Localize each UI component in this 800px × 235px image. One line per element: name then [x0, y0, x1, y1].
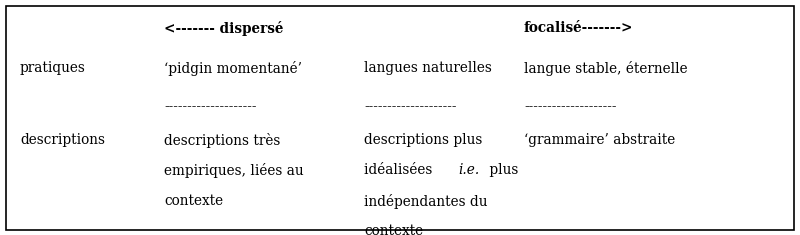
Text: --------------------: --------------------	[364, 100, 457, 114]
FancyBboxPatch shape	[6, 6, 794, 230]
Text: ‘pidgin momentané’: ‘pidgin momentané’	[164, 61, 302, 76]
Text: empiriques, liées au: empiriques, liées au	[164, 163, 304, 178]
Text: descriptions: descriptions	[20, 133, 105, 147]
Text: ‘grammaire’ abstraite: ‘grammaire’ abstraite	[524, 133, 675, 147]
Text: indépendantes du: indépendantes du	[364, 194, 487, 209]
Text: focalisé------->: focalisé------->	[524, 21, 634, 35]
Text: contexte: contexte	[364, 224, 423, 235]
Text: langue stable, éternelle: langue stable, éternelle	[524, 61, 688, 76]
Text: contexte: contexte	[164, 194, 223, 208]
Text: langues naturelles: langues naturelles	[364, 61, 492, 75]
Text: descriptions très: descriptions très	[164, 133, 280, 148]
Text: i.e.: i.e.	[458, 163, 479, 177]
Text: pratiques: pratiques	[20, 61, 86, 75]
Text: descriptions plus: descriptions plus	[364, 133, 482, 147]
Text: --------------------: --------------------	[164, 100, 257, 114]
Text: <------- dispersé: <------- dispersé	[164, 21, 283, 36]
Text: plus: plus	[486, 163, 518, 177]
Text: --------------------: --------------------	[524, 100, 617, 114]
Text: idéalisées: idéalisées	[364, 163, 437, 177]
